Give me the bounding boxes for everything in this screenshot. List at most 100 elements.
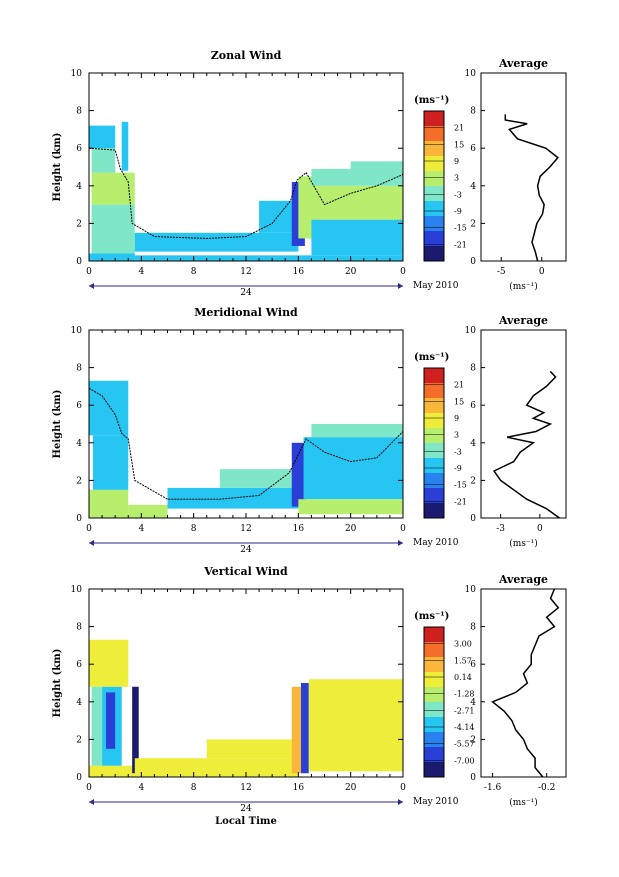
y-tick-label: 10 [71,585,83,595]
colorbar-tick-label: -21 [454,497,467,506]
colorbar-segment [424,413,444,429]
heatmap-cell [311,219,403,256]
heatmap-cell [89,125,116,149]
x-tick-label: 8 [191,783,197,793]
heatmap-cell [132,686,139,774]
heatmap [89,380,403,518]
colorbar-segment [424,428,444,444]
date-label: May 2010 [413,797,459,807]
colorbar-tick-label: 3.00 [454,640,472,649]
panel-title: Meridional Wind [194,306,298,319]
y-tick-label: 6 [76,660,82,670]
colorbar-tick-label: 0.14 [454,673,472,682]
colorbar-segment [424,717,444,733]
heatmap-cell [128,504,168,518]
average-x-tick-label: -5 [497,267,506,277]
average-x-label: (ms⁻¹) [509,281,538,292]
heatmap [89,639,403,777]
colorbar-tick-label: -3 [454,447,462,456]
colorbar-tick-label: 15 [454,397,464,406]
colorbar-segment [424,216,444,232]
x-tick-label: 8 [191,267,197,277]
heatmap-cell [89,639,129,687]
x-tick-label: 16 [293,267,305,277]
average-x-tick-label: -3 [496,524,505,534]
colorbar-tick-label: 21 [454,381,464,390]
average-x-tick-label: 0 [539,267,545,277]
y-tick-label: 0 [76,514,82,524]
y-tick-label: 4 [76,698,82,708]
y-tick-label: 2 [76,735,82,745]
average-y-tick-label: 6 [470,401,476,411]
heatmap-cell [219,469,299,488]
date-marker: 24 [240,288,252,298]
colorbar-segment [424,126,444,142]
average-y-tick-label: 6 [470,660,476,670]
colorbar-segment [424,642,444,658]
x-tick-label: 16 [293,783,305,793]
heatmap-cell [311,185,403,220]
heatmap-cell [291,686,301,774]
y-tick-label: 2 [76,476,82,486]
x-tick-label: 0 [400,524,406,534]
average-y-tick-label: 4 [470,439,476,449]
heatmap-cell [91,204,135,254]
heatmap-cell [300,683,309,774]
y-axis-label: Height (km) [52,390,63,459]
colorbar-tick-label: 9 [454,157,459,166]
average-y-tick-label: 4 [470,698,476,708]
x-tick-label: 0 [86,267,92,277]
average-x-tick-label: -1.6 [484,783,502,793]
x-tick-label: 12 [240,267,251,277]
heatmap-cell [206,739,299,759]
colorbar-segment [424,458,444,474]
y-tick-label: 4 [76,182,82,192]
average-title: Average [498,314,548,327]
average-y-tick-label: 8 [470,364,476,374]
y-tick-label: 2 [76,219,82,229]
heatmap-cell [291,442,307,507]
colorbar-tick-label: 3 [454,431,459,440]
average-profile-line [504,114,559,262]
panel-title: Zonal Wind [211,49,282,62]
y-axis-label: Height (km) [52,649,63,718]
colorbar-segment [424,443,444,459]
colorbar-tick-label: 1.57 [454,656,472,665]
colorbar [423,626,445,778]
colorbar-segment [424,383,444,399]
colorbar-segment [424,201,444,217]
colorbar-tick-label: -4.14 [454,723,475,732]
colorbar-segment [424,111,444,127]
heatmap-cell [91,686,103,766]
y-tick-label: 6 [76,144,82,154]
colorbar-segment [424,657,444,673]
average-y-tick-label: 0 [470,514,476,524]
y-tick-label: 0 [76,257,82,267]
average-frame [480,329,567,519]
colorbar-tick-label: -3 [454,190,462,199]
y-tick-label: 4 [76,439,82,449]
average-x-tick-label: -0.2 [538,783,555,793]
colorbar-tick-label: -21 [454,240,467,249]
date-marker: 24 [240,804,252,814]
x-tick-label: 0 [400,267,406,277]
x-tick-label: 0 [86,524,92,534]
colorbar-tick-label: -7.00 [454,756,475,765]
y-tick-label: 0 [76,773,82,783]
average-y-tick-label: 6 [470,144,476,154]
heatmap-cell [89,253,135,261]
colorbar-segment [424,141,444,157]
colorbar-segment [424,672,444,688]
colorbar-segment [424,627,444,643]
colorbar-tick-label: -9 [454,464,462,473]
colorbar-tick-label: -9 [454,207,462,216]
date-label: May 2010 [413,281,459,291]
colorbar-segment [424,687,444,703]
date-marker: 24 [240,545,252,555]
y-tick-label: 8 [76,623,82,633]
heatmap-cell [106,692,116,749]
